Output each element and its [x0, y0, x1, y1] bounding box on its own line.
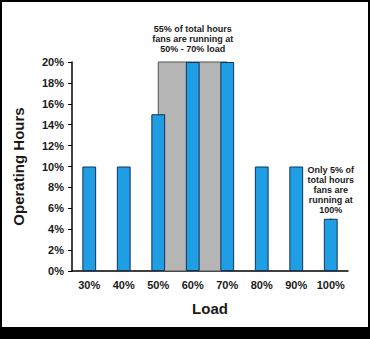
svg-text:10%: 10%: [42, 161, 64, 173]
svg-text:8%: 8%: [48, 181, 64, 193]
svg-text:50%: 50%: [147, 279, 169, 291]
svg-text:20%: 20%: [42, 56, 64, 68]
svg-text:fans are: fans are: [313, 185, 348, 195]
svg-text:100%: 100%: [317, 279, 345, 291]
svg-text:Operating Hours: Operating Hours: [10, 107, 27, 225]
svg-text:running at: running at: [309, 195, 353, 205]
svg-text:4%: 4%: [48, 223, 64, 235]
svg-text:14%: 14%: [42, 119, 64, 131]
svg-text:16%: 16%: [42, 98, 64, 110]
svg-text:60%: 60%: [182, 279, 204, 291]
svg-text:fans are running at: fans are running at: [152, 34, 233, 44]
svg-text:100%: 100%: [319, 205, 342, 215]
svg-text:80%: 80%: [251, 279, 273, 291]
svg-text:55% of total hours: 55% of total hours: [154, 24, 232, 34]
svg-text:70%: 70%: [216, 279, 238, 291]
svg-text:2%: 2%: [48, 244, 64, 256]
svg-text:12%: 12%: [42, 140, 64, 152]
svg-text:30%: 30%: [78, 279, 100, 291]
svg-text:Only 5% of: Only 5% of: [307, 165, 355, 175]
svg-text:0%: 0%: [48, 265, 64, 277]
svg-text:90%: 90%: [285, 279, 307, 291]
svg-text:total hours: total hours: [308, 175, 355, 185]
svg-text:40%: 40%: [113, 279, 135, 291]
svg-text:18%: 18%: [42, 77, 64, 89]
svg-text:50% - 70% load: 50% - 70% load: [160, 44, 225, 54]
svg-text:6%: 6%: [48, 202, 64, 214]
svg-text:Load: Load: [192, 300, 228, 317]
